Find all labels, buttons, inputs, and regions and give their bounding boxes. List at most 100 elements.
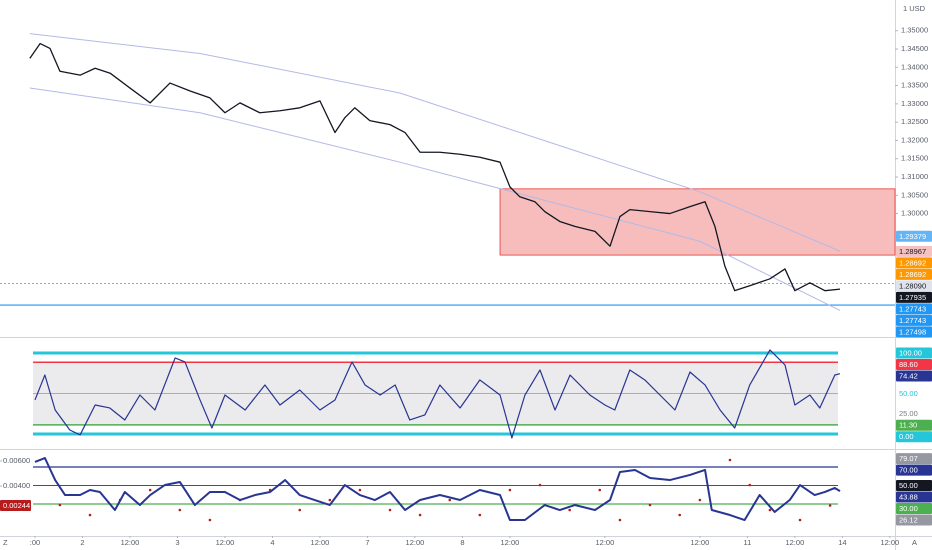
- series-line: [29, 33, 841, 252]
- price-label-bg: [896, 326, 932, 338]
- price-label-bg: [896, 245, 932, 257]
- price-label: 1.27743: [899, 316, 926, 325]
- x-tick-label: 12:00: [880, 538, 899, 547]
- x-tick-label: 3: [175, 538, 179, 547]
- dot: [698, 498, 702, 502]
- price-label-bg: [896, 502, 932, 514]
- y-tick-label: 1.31500: [901, 154, 928, 163]
- x-tick-label: 11: [743, 538, 751, 547]
- series-line: [34, 457, 841, 522]
- dot: [418, 513, 422, 517]
- y-tick-label: 1.34500: [901, 44, 928, 53]
- dot: [328, 498, 332, 502]
- price-label: 11.30: [899, 421, 917, 430]
- price-label: 1.28967: [899, 247, 926, 256]
- x-tick-label: 4: [270, 538, 274, 547]
- price-label-bg: [896, 419, 932, 431]
- price-label-bg: [896, 464, 932, 476]
- axis-unit: 1 USD: [903, 4, 926, 13]
- dot: [828, 504, 832, 507]
- y-tick-label: 0.00400: [3, 481, 30, 490]
- dot: [728, 458, 732, 462]
- price-label: 88.60: [899, 360, 918, 369]
- dot: [768, 508, 772, 512]
- x-tick-label: :00: [30, 538, 40, 547]
- price-label: 50.00: [899, 389, 918, 398]
- x-tick-label: 12:00: [216, 538, 235, 547]
- dot: [178, 508, 182, 512]
- dot: [148, 488, 152, 492]
- x-tick-label: 7: [365, 538, 369, 547]
- dot: [618, 518, 622, 522]
- price-label-bg: [896, 268, 932, 280]
- y-tick-label: 1.32500: [901, 117, 928, 126]
- price-label: 0.00: [899, 432, 914, 441]
- price-label: 1.27935: [899, 293, 926, 302]
- zone: [499, 188, 896, 256]
- price-label-bg: [896, 347, 932, 359]
- price-label: 100.00: [899, 348, 922, 357]
- price-label: 50.00: [899, 481, 918, 490]
- dot: [748, 483, 752, 487]
- price-label-bg: [896, 514, 932, 526]
- dot: [358, 488, 362, 492]
- y-tick-label: 1.33500: [901, 81, 928, 90]
- dot: [298, 508, 302, 512]
- dot: [58, 503, 62, 507]
- auto-scale-button: A: [912, 538, 917, 547]
- price-label: 1.27498: [899, 327, 926, 336]
- dot: [678, 513, 681, 517]
- price-label: 70.00: [899, 466, 918, 475]
- price-label-bg: [896, 230, 932, 242]
- price-label-bg: [896, 257, 932, 269]
- price-label: 1.28090: [899, 281, 926, 290]
- dot: [388, 508, 392, 512]
- x-tick-label: 12:00: [596, 538, 615, 547]
- dot: [508, 488, 512, 492]
- price-label: 1.27743: [899, 304, 926, 313]
- price-label: 79.07: [899, 454, 918, 463]
- price-label-bg: [896, 491, 932, 503]
- series-line: [29, 87, 841, 311]
- price-label-bg: [0, 500, 31, 511]
- price-label-bg: [896, 358, 932, 370]
- price-label-bg: [896, 431, 932, 443]
- dot: [568, 508, 571, 512]
- price-label-bg: [896, 370, 932, 382]
- y-tick-label: 1.35000: [901, 26, 928, 35]
- dot: [448, 498, 452, 502]
- price-label: 1.29379: [899, 232, 926, 241]
- x-tick-label: 12:00: [501, 538, 520, 547]
- price-label: 1.28692: [899, 270, 926, 279]
- price-label: 0.00244: [3, 501, 30, 510]
- y-tick-label: 1.34000: [901, 62, 928, 71]
- price-label-bg: [896, 280, 932, 292]
- price-label-bg: [896, 291, 932, 303]
- price-label-bg: [896, 303, 932, 315]
- dot: [798, 518, 802, 522]
- price-label-bg: [896, 314, 932, 326]
- series-line: [29, 42, 841, 292]
- x-tick-label: 12:00: [406, 538, 425, 547]
- price-label: 1.28692: [899, 258, 926, 267]
- y-tick-label: 1.33000: [901, 99, 928, 108]
- y-tick-label: 1.30000: [901, 209, 928, 218]
- x-tick-label: 12:00: [311, 538, 330, 547]
- dot: [88, 513, 92, 517]
- x-tick-label: 12:00: [690, 538, 709, 547]
- zoom-button: Z: [3, 538, 8, 547]
- x-tick-label: 12:00: [121, 538, 140, 547]
- x-tick-label: 2: [80, 538, 84, 547]
- price-label: 26.12: [899, 515, 918, 524]
- x-tick-label: 14: [838, 538, 846, 547]
- series-line: [34, 349, 841, 439]
- price-label-bg: [896, 453, 932, 465]
- y-tick-label: 1.31000: [901, 172, 928, 181]
- price-label: 30.00: [899, 504, 918, 513]
- dot: [538, 483, 542, 487]
- dot: [478, 513, 482, 517]
- dot: [598, 488, 602, 492]
- price-label: 25.00: [899, 409, 918, 418]
- price-label: 74.42: [899, 371, 918, 380]
